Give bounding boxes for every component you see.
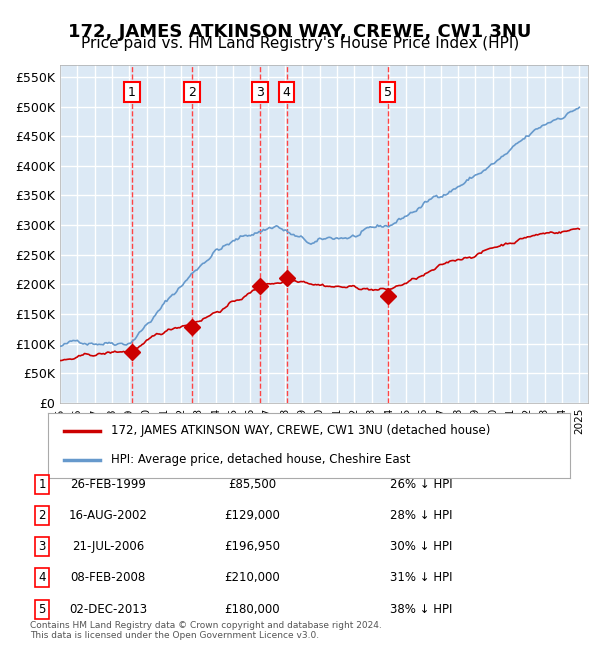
Text: Contains HM Land Registry data © Crown copyright and database right 2024.
This d: Contains HM Land Registry data © Crown c… bbox=[30, 621, 382, 640]
Text: 1: 1 bbox=[128, 86, 136, 99]
Text: £196,950: £196,950 bbox=[224, 540, 280, 553]
Text: Price paid vs. HM Land Registry's House Price Index (HPI): Price paid vs. HM Land Registry's House … bbox=[81, 36, 519, 51]
Text: 30% ↓ HPI: 30% ↓ HPI bbox=[390, 540, 452, 553]
Text: 02-DEC-2013: 02-DEC-2013 bbox=[69, 603, 147, 616]
Text: 26-FEB-1999: 26-FEB-1999 bbox=[70, 478, 146, 491]
Text: 28% ↓ HPI: 28% ↓ HPI bbox=[390, 509, 452, 522]
Text: 5: 5 bbox=[383, 86, 392, 99]
Text: 4: 4 bbox=[38, 571, 46, 584]
Text: £85,500: £85,500 bbox=[228, 478, 276, 491]
Text: 2: 2 bbox=[188, 86, 196, 99]
Text: HPI: Average price, detached house, Cheshire East: HPI: Average price, detached house, Ches… bbox=[110, 453, 410, 466]
Text: 16-AUG-2002: 16-AUG-2002 bbox=[68, 509, 148, 522]
Text: 38% ↓ HPI: 38% ↓ HPI bbox=[390, 603, 452, 616]
Text: 2: 2 bbox=[38, 509, 46, 522]
Text: 3: 3 bbox=[38, 540, 46, 553]
Text: 31% ↓ HPI: 31% ↓ HPI bbox=[390, 571, 452, 584]
Text: £129,000: £129,000 bbox=[224, 509, 280, 522]
Text: 4: 4 bbox=[283, 86, 291, 99]
Text: 172, JAMES ATKINSON WAY, CREWE, CW1 3NU: 172, JAMES ATKINSON WAY, CREWE, CW1 3NU bbox=[68, 23, 532, 41]
Text: 3: 3 bbox=[256, 86, 264, 99]
Text: 5: 5 bbox=[38, 603, 46, 616]
Text: £210,000: £210,000 bbox=[224, 571, 280, 584]
Text: 21-JUL-2006: 21-JUL-2006 bbox=[72, 540, 144, 553]
Text: 1: 1 bbox=[38, 478, 46, 491]
Text: 172, JAMES ATKINSON WAY, CREWE, CW1 3NU (detached house): 172, JAMES ATKINSON WAY, CREWE, CW1 3NU … bbox=[110, 424, 490, 437]
Text: 08-FEB-2008: 08-FEB-2008 bbox=[70, 571, 146, 584]
Text: £180,000: £180,000 bbox=[224, 603, 280, 616]
Text: 26% ↓ HPI: 26% ↓ HPI bbox=[390, 478, 452, 491]
